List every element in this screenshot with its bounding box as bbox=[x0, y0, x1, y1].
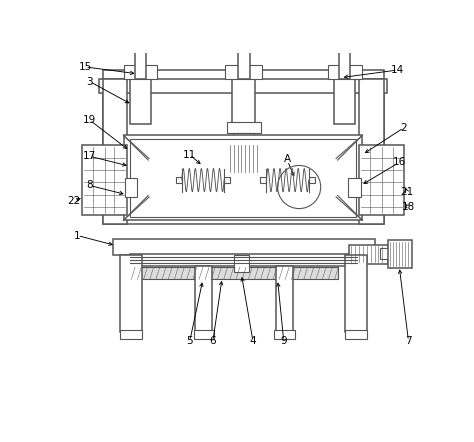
Bar bbox=[225, 65, 262, 79]
Text: 14: 14 bbox=[391, 65, 404, 75]
Bar bbox=[103, 70, 384, 224]
Bar bbox=[113, 240, 374, 255]
Bar bbox=[124, 135, 362, 220]
Bar bbox=[103, 79, 128, 224]
Bar bbox=[135, 39, 146, 79]
Text: 4: 4 bbox=[250, 336, 256, 346]
Bar bbox=[120, 255, 142, 332]
Bar bbox=[124, 65, 157, 79]
Text: 6: 6 bbox=[210, 336, 216, 346]
Text: 18: 18 bbox=[402, 202, 415, 212]
Bar bbox=[359, 145, 404, 215]
Bar bbox=[388, 240, 412, 268]
Text: 5: 5 bbox=[186, 336, 193, 346]
Bar bbox=[234, 255, 249, 272]
Text: 3: 3 bbox=[86, 76, 93, 87]
Text: 17: 17 bbox=[83, 151, 96, 161]
Bar bbox=[260, 177, 266, 183]
Bar bbox=[125, 178, 137, 197]
Bar bbox=[222, 172, 265, 180]
Bar bbox=[99, 79, 387, 93]
Text: 9: 9 bbox=[281, 336, 287, 346]
Bar bbox=[276, 267, 293, 332]
Bar bbox=[130, 138, 356, 217]
Text: 11: 11 bbox=[183, 150, 196, 160]
Text: 22: 22 bbox=[68, 196, 81, 206]
Bar bbox=[309, 177, 315, 183]
Bar bbox=[219, 186, 268, 195]
Bar bbox=[380, 248, 394, 259]
Text: 21: 21 bbox=[401, 187, 413, 197]
Text: 2: 2 bbox=[401, 123, 407, 133]
Bar bbox=[227, 143, 261, 174]
Bar bbox=[227, 122, 261, 133]
Bar bbox=[334, 78, 356, 124]
Bar bbox=[130, 78, 151, 124]
Text: 19: 19 bbox=[83, 115, 96, 125]
Text: 1: 1 bbox=[74, 231, 81, 240]
Bar bbox=[175, 177, 182, 183]
Bar bbox=[348, 178, 361, 197]
Text: 7: 7 bbox=[405, 336, 412, 346]
Bar bbox=[237, 179, 250, 187]
Bar bbox=[339, 39, 350, 79]
Bar bbox=[194, 330, 214, 339]
Bar bbox=[232, 78, 255, 124]
Bar bbox=[130, 254, 357, 267]
Bar bbox=[235, 143, 253, 145]
Bar bbox=[82, 145, 127, 215]
Bar bbox=[359, 79, 384, 224]
Bar bbox=[120, 330, 142, 339]
Text: 8: 8 bbox=[86, 180, 93, 191]
Bar bbox=[346, 330, 367, 339]
Bar bbox=[130, 267, 337, 279]
Bar bbox=[274, 330, 294, 339]
Bar bbox=[224, 177, 230, 183]
Bar bbox=[233, 133, 255, 143]
Bar bbox=[237, 39, 250, 79]
Bar bbox=[346, 255, 367, 332]
Text: 16: 16 bbox=[392, 157, 406, 168]
Text: A: A bbox=[284, 153, 291, 164]
Bar bbox=[195, 267, 212, 332]
Bar bbox=[349, 245, 388, 264]
Text: 15: 15 bbox=[79, 62, 91, 72]
Bar bbox=[328, 65, 362, 79]
